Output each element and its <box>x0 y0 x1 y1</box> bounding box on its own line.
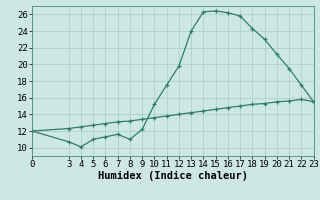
X-axis label: Humidex (Indice chaleur): Humidex (Indice chaleur) <box>98 171 248 181</box>
